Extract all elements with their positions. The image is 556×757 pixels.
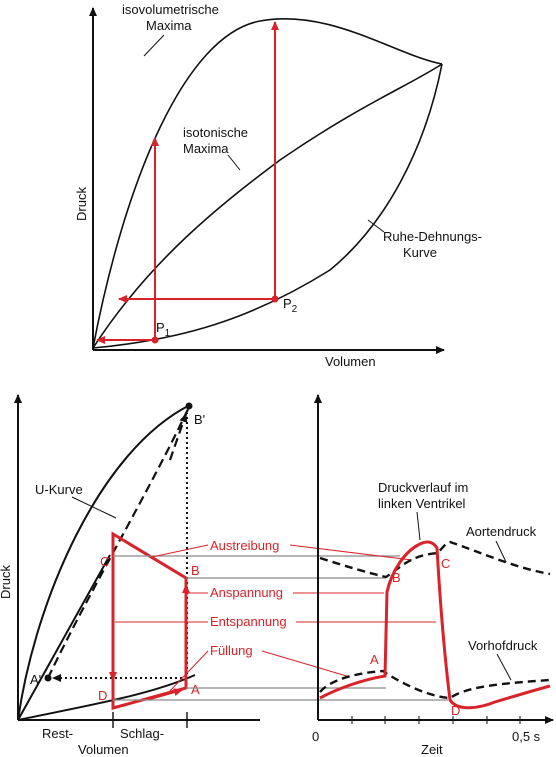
left-panel: Druck Rest- Schlag- Volumen A' B' A B C … (0, 394, 260, 757)
phase-annotations: Austreibung Anspannung Entspannung Füllu… (113, 538, 448, 701)
left-point-d: D (98, 688, 107, 703)
aortic-label: Aortendruck (466, 524, 537, 539)
isovolumetric-maxima-curve (92, 17, 443, 349)
atrial-pressure-curve (319, 669, 551, 700)
top-panel: Druck Volumen isovolumetrische Maxima is… (74, 2, 482, 369)
isotonic-label-line1: isotonische (183, 125, 248, 140)
loop-arrow-fill (149, 688, 183, 700)
rest-label: Rest- (42, 726, 73, 741)
a-prime-label: A' (30, 672, 41, 687)
ventricle-leader (416, 511, 421, 541)
isotonic-label-line2: Maxima (183, 141, 229, 156)
fuellung-leader-r (261, 650, 351, 678)
atrial-label: Vorhofdruck (468, 638, 538, 653)
time-tick-05-label: 0,5 s (512, 729, 541, 744)
left-point-a: A (191, 682, 200, 697)
isotonic-leader (227, 154, 241, 171)
phase-anspannung: Anspannung (210, 585, 283, 600)
fuellung-leader-l (167, 650, 209, 694)
phase-fuellung: Füllung (210, 643, 253, 658)
u-curve-label: U-Kurve (35, 482, 83, 497)
u-curve-dashed (47, 404, 191, 679)
left-isovol-curve (17, 404, 191, 721)
b-prime-arrow-shaft (168, 413, 188, 461)
schlag-label: Schlag- (120, 726, 164, 741)
right-x-axis-label: Zeit (421, 742, 443, 757)
p1-point (151, 336, 159, 344)
lv-pressure-curve (319, 540, 551, 710)
right-point-b: B (392, 570, 401, 585)
isovolumetric-label-line1: isovolumetrische (122, 2, 219, 17)
austreibung-leader-l (151, 544, 209, 558)
resting-leader (367, 219, 385, 233)
time-tick-0-label: 0 (312, 729, 319, 744)
top-y-axis-label: Druck (74, 187, 89, 221)
left-point-c: C (100, 554, 109, 569)
isovolumetric-leader (143, 34, 165, 57)
austreibung-leader-r (289, 544, 413, 561)
phase-entspannung: Entspannung (210, 614, 287, 629)
b-prime-label: B' (194, 412, 205, 427)
u-curve-lower-segment (17, 554, 111, 721)
right-point-d: D (451, 703, 460, 718)
volumen-label: Volumen (78, 742, 129, 757)
ventricle-label-line1: Druckverlauf im (378, 480, 468, 495)
b-prime-point (185, 402, 193, 410)
right-point-a: A (370, 652, 379, 667)
top-x-axis-label: Volumen (325, 354, 376, 369)
isovolumetric-label-line2: Maxima (146, 18, 192, 33)
right-point-c: C (441, 556, 450, 571)
p2-label: P2 (283, 296, 298, 315)
p1-label: P1 (156, 320, 171, 339)
u-curve-leader (71, 496, 117, 519)
a-prime-point (44, 674, 52, 682)
ventricle-label-line2: linken Ventrikel (378, 496, 466, 511)
resting-label-line1: Ruhe-Dehnungs- (383, 229, 482, 244)
resting-stretch-curve (92, 63, 443, 349)
phase-austreibung: Austreibung (210, 538, 279, 553)
aortic-pressure-curve (319, 540, 551, 579)
left-y-axis-label: Druck (0, 565, 13, 599)
atrial-leader (496, 653, 512, 681)
left-point-b: B (191, 563, 200, 578)
resting-label-line2: Kurve (403, 245, 437, 260)
isotonic-maxima-curve (92, 63, 443, 349)
right-panel: 0 0,5 s Zeit A B C D Druckverlauf im lin… (312, 394, 554, 757)
p2-point (271, 295, 279, 303)
aortic-leader (495, 540, 507, 563)
